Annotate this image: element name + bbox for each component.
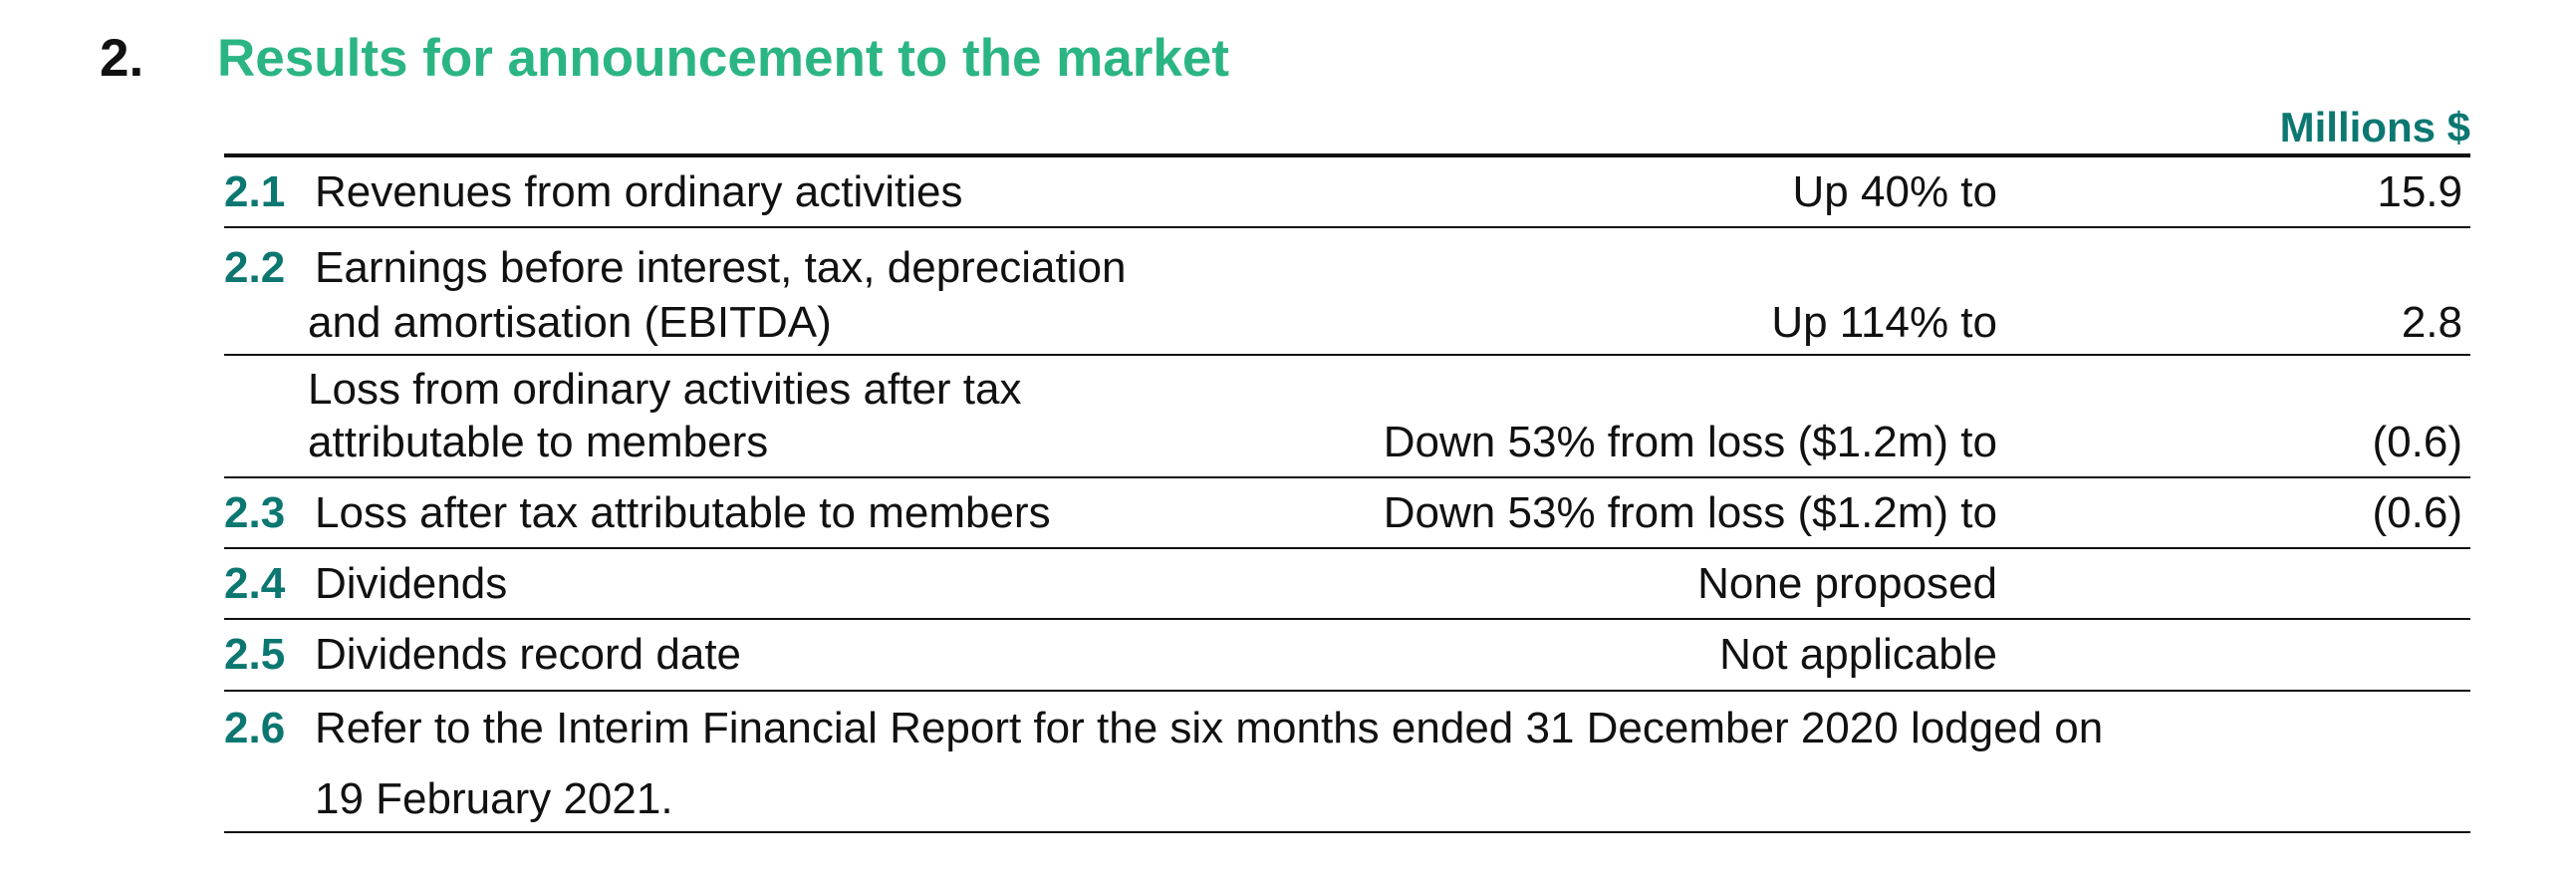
- table-row: 2.4 Dividends None proposed: [224, 549, 2470, 620]
- row-description-line-2: attributable to members: [308, 418, 769, 466]
- row-description-line-1: Earnings before interest, tax, depreciat…: [315, 243, 1127, 292]
- row-description-line-2: and amortisation (EBITDA): [308, 298, 832, 347]
- row-comparison: None proposed: [1697, 559, 1997, 608]
- row-comparison: Down 53% from loss ($1.2m) to: [1383, 488, 1997, 537]
- table-row: 2.5 Dividends record date Not applicable: [224, 620, 2470, 692]
- row-value: (0.6): [2372, 488, 2462, 537]
- row-number: 2.3: [224, 488, 286, 537]
- row-description: Loss after tax attributable to members: [315, 488, 1051, 537]
- unit-header: Millions $: [224, 100, 2470, 157]
- row-comparison: Up 40% to: [1792, 167, 1997, 216]
- row-description: Dividends: [315, 559, 508, 608]
- table-row: 2.1 Revenues from ordinary activities Up…: [224, 157, 2470, 228]
- row-description-line-1: Refer to the Interim Financial Report fo…: [315, 704, 2104, 752]
- section-number: 2.: [100, 28, 144, 88]
- row-number: 2.2: [224, 243, 286, 292]
- row-description: Revenues from ordinary activities: [315, 167, 963, 216]
- row-value: 15.9: [2377, 167, 2462, 216]
- table-row: Loss from ordinary activities after tax …: [224, 356, 2470, 478]
- row-number: 2.6: [224, 704, 286, 752]
- row-value: 2.8: [2401, 298, 2462, 347]
- section-heading: 2. Results for announcement to the marke…: [100, 18, 1229, 98]
- table-row: 2.2 Earnings before interest, tax, depre…: [224, 228, 2470, 356]
- table-row: 2.3 Loss after tax attributable to membe…: [224, 478, 2470, 549]
- row-comparison: Not applicable: [1719, 630, 1997, 679]
- row-description-line-1: Loss from ordinary activities after tax: [308, 365, 1022, 414]
- table-row: 2.6 Refer to the Interim Financial Repor…: [224, 692, 2470, 833]
- results-table: Millions $ 2.1 Revenues from ordinary ac…: [224, 100, 2470, 833]
- row-value: (0.6): [2372, 418, 2462, 466]
- row-number: 2.5: [224, 630, 286, 679]
- row-description: Dividends record date: [315, 630, 742, 679]
- row-comparison: Down 53% from loss ($1.2m) to: [1383, 418, 1997, 466]
- section-title: Results for announcement to the market: [217, 28, 1230, 88]
- row-comparison: Up 114% to: [1771, 298, 1997, 347]
- row-number: 2.4: [224, 559, 286, 608]
- row-number: 2.1: [224, 167, 286, 216]
- row-description-line-2: 19 February 2021.: [315, 774, 673, 823]
